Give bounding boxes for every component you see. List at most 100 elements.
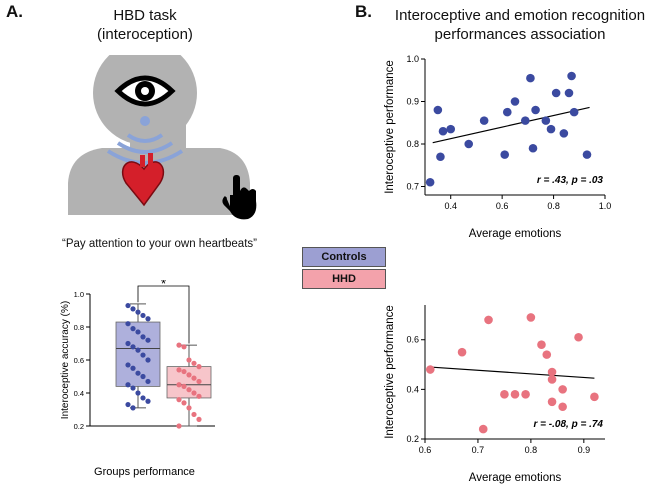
legend-controls: Controls [302, 247, 386, 267]
box-hhd [166, 366, 212, 399]
data-point [125, 382, 131, 388]
correlation-annotation: r = .43, p = .03 [537, 175, 604, 186]
data-point [546, 124, 556, 134]
data-point [425, 365, 435, 374]
data-point [125, 401, 131, 408]
data-point [186, 372, 192, 378]
panel-b-title-line2: performances association [434, 26, 606, 43]
data-point [176, 397, 182, 403]
task-title: HBD task (interoception) [60, 6, 230, 44]
data-point [478, 424, 488, 434]
data-point [130, 326, 136, 332]
data-point [176, 382, 182, 388]
y-tick-label: 1.0 [406, 54, 419, 64]
data-point [130, 385, 136, 391]
data-point [130, 306, 136, 312]
legend-hhd: HHD [302, 269, 386, 289]
data-point [145, 316, 151, 322]
y-tick-label: 1.0 [74, 290, 84, 299]
data-point [176, 342, 182, 348]
scatter-plot-hhd: 0.2 0.4 0.6 0.6 0.7 0.8 0.9 Interoceptive perfo… [384, 305, 605, 484]
data-point [547, 375, 557, 384]
y-tick-label: 0.4 [406, 384, 419, 394]
data-point [191, 411, 197, 418]
data-point [125, 321, 131, 327]
significance-bracket [137, 285, 190, 344]
data-point [574, 332, 583, 342]
data-point [438, 126, 448, 136]
data-point [510, 390, 520, 399]
x-tick-label: 0.9 [578, 445, 591, 455]
data-point [547, 397, 557, 407]
hand-pointer-icon [222, 175, 257, 220]
correlation-annotation: r = -.08, p = .74 [534, 419, 604, 430]
x-axis-label: Average emotions [469, 472, 562, 484]
x-axis-label: Average emotions [469, 228, 562, 240]
data-point [521, 390, 530, 399]
data-point [186, 357, 192, 363]
data-point [528, 143, 538, 153]
data-point [181, 368, 187, 375]
data-point [135, 347, 141, 353]
panel-b-letter: B. [355, 2, 372, 21]
hbd-illustration [68, 55, 257, 220]
x-tick-label: 0.8 [525, 445, 538, 455]
data-point [542, 350, 552, 359]
panel-b-title-line1: Interoceptive and emotion recognition [394, 7, 646, 24]
data-point [135, 329, 141, 335]
data-point [191, 360, 197, 366]
x-tick-label: 0.4 [444, 201, 457, 211]
data-point [186, 387, 192, 393]
y-tick-label: 0.9 [406, 97, 419, 107]
data-point [196, 378, 202, 385]
data-point [130, 405, 136, 411]
panel-a-letter: A. [6, 2, 23, 21]
y-tick-label: 0.2 [406, 434, 419, 444]
data-point [433, 105, 443, 115]
y-axis-label: Interoceptive performance [384, 305, 396, 439]
data-point [436, 152, 445, 162]
y-tick-label: 0.7 [406, 182, 419, 192]
data-point [502, 107, 512, 117]
data-point [196, 416, 202, 422]
data-point [541, 116, 551, 125]
data-point [531, 105, 540, 115]
data-point [446, 124, 456, 134]
data-point [520, 116, 530, 125]
x-tick-label: 1.0 [599, 201, 612, 211]
trend-line [432, 106, 590, 144]
data-point [191, 390, 197, 396]
data-point [130, 365, 136, 371]
data-point [196, 393, 202, 399]
data-point [558, 402, 567, 412]
data-point [140, 334, 146, 340]
data-point [510, 97, 520, 106]
data-point [537, 340, 546, 350]
eye-icon [114, 75, 176, 107]
data-point [457, 347, 467, 357]
y-tick-label: 0.6 [74, 356, 84, 365]
data-point [140, 312, 146, 319]
data-point [130, 344, 136, 350]
y-tick-label: 0.8 [406, 139, 419, 149]
x-tick-label: 0.6 [496, 201, 509, 211]
data-point [464, 139, 474, 149]
x-axis-label: Groups performance [94, 466, 195, 478]
data-point [145, 398, 151, 404]
instruction-text: “Pay attention to your own heartbeats” [62, 238, 257, 250]
data-point [181, 400, 187, 406]
y-tick-label: 0.6 [406, 335, 419, 345]
data-point [140, 373, 146, 380]
trend-line [430, 366, 595, 379]
data-point [135, 309, 141, 315]
data-point [567, 71, 576, 81]
panel-b-title: Interoceptive and emotion recognition pe… [380, 6, 660, 44]
y-tick-label: 0.8 [74, 323, 84, 332]
data-point [479, 116, 489, 125]
data-point [125, 362, 131, 368]
data-point [125, 302, 131, 309]
data-point [425, 177, 435, 187]
x-tick-label: 0.6 [419, 445, 432, 455]
data-point [140, 352, 146, 358]
